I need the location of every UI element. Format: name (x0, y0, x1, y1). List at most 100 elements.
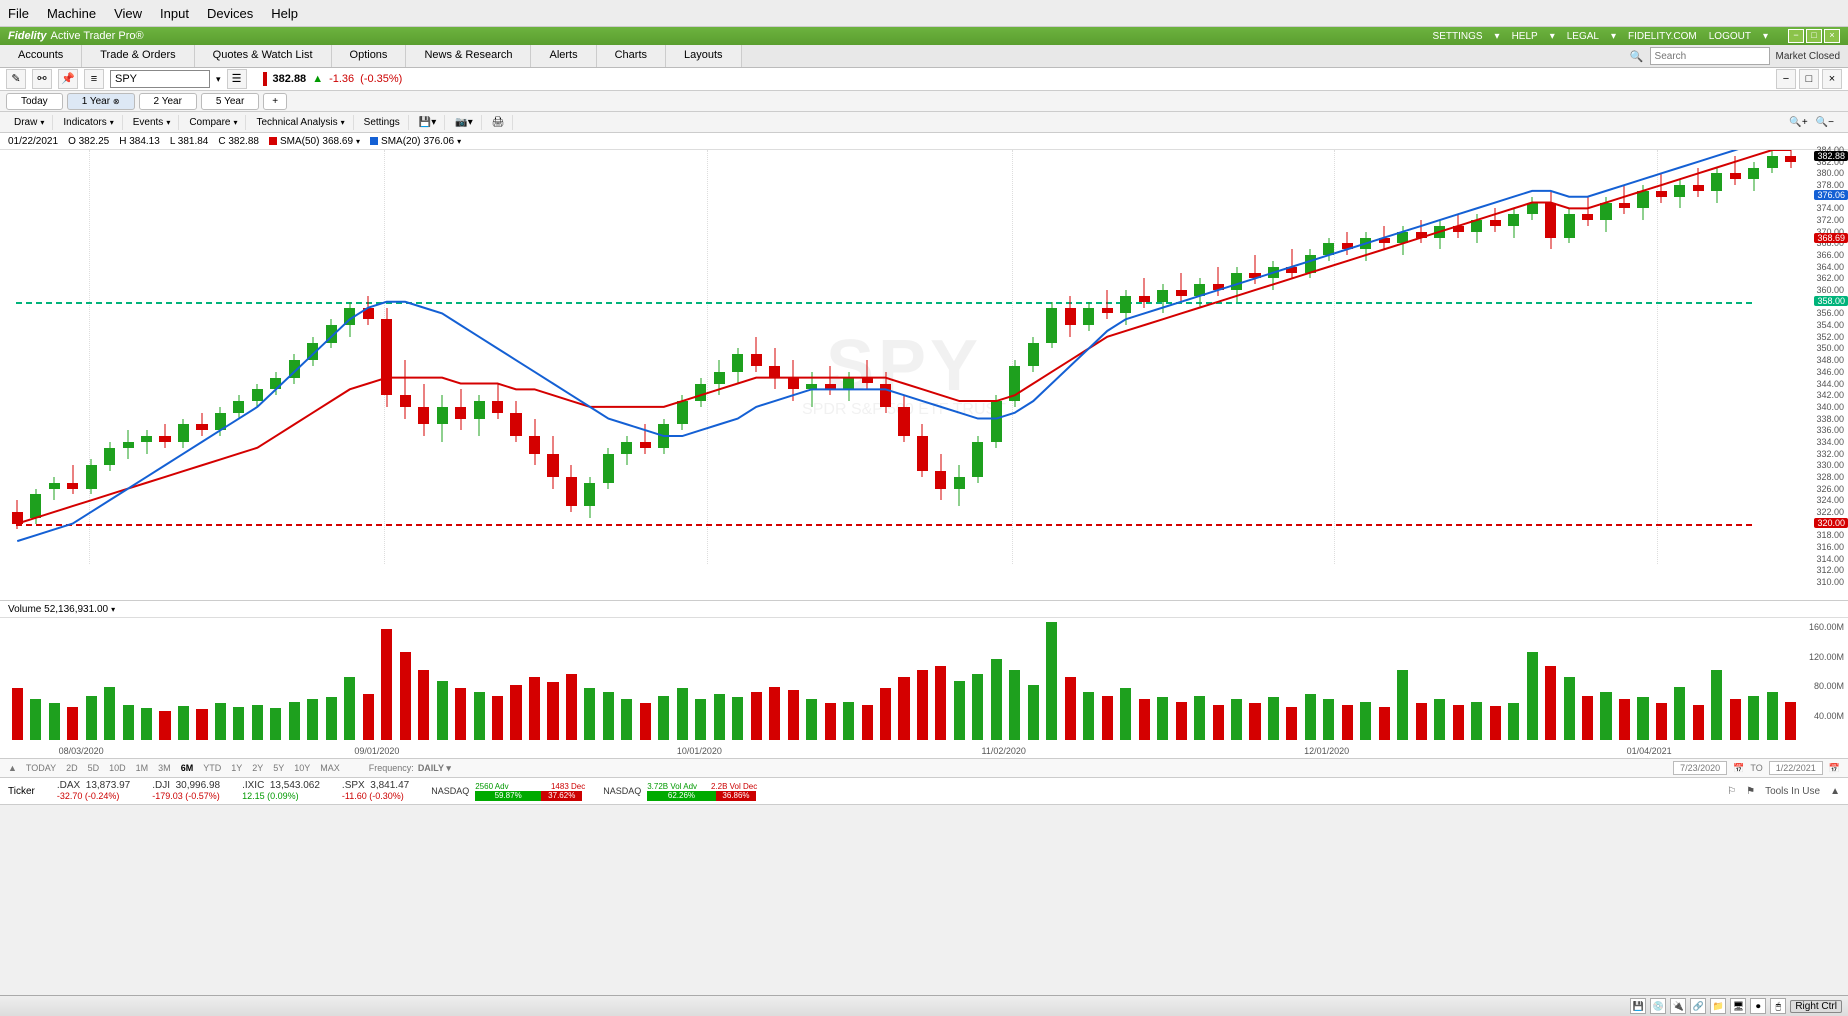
sb-rec-icon[interactable]: ⏺ (1750, 998, 1766, 1014)
candle (1305, 249, 1316, 278)
tf-5y[interactable]: 5Y (268, 763, 289, 773)
tool-settings[interactable]: Settings (356, 115, 409, 130)
tf-scroll-left-icon[interactable]: ▲ (8, 763, 17, 773)
date-from[interactable]: 7/23/2020 (1673, 761, 1727, 775)
volume-bar (880, 688, 891, 740)
vm-menu-view[interactable]: View (114, 6, 142, 21)
sma50-indicator[interactable]: SMA(50) 368.69 ▾ (269, 136, 360, 147)
index-DJI[interactable]: .DJI 30,996.98-179.03 (-0.57%) (152, 780, 220, 802)
cal-icon[interactable]: 📅 (1733, 763, 1744, 774)
index-SPX[interactable]: .SPX 3,841.47-11.60 (-0.30%) (342, 780, 409, 802)
vm-menu-machine[interactable]: Machine (47, 6, 96, 21)
frequency-value[interactable]: DAILY ▾ (418, 763, 451, 774)
vm-menu-devices[interactable]: Devices (207, 6, 253, 21)
tf-10d[interactable]: 10D (104, 763, 131, 773)
tf-5d[interactable]: 5D (83, 763, 105, 773)
price-chart[interactable]: SPY SPDR S&P 500 ETF TRUST 310.00312.003… (0, 150, 1848, 601)
candle (1102, 290, 1113, 319)
close-button[interactable]: × (1824, 29, 1840, 43)
link-tool-icon[interactable]: ⚯ (32, 69, 52, 89)
ttab-today[interactable]: Today (6, 93, 63, 110)
vm-menu-file[interactable]: File (8, 6, 29, 21)
date-to[interactable]: 1/22/2021 (1769, 761, 1823, 775)
tool-technical[interactable]: Technical Analysis▾ (248, 115, 353, 130)
print-icon[interactable]: 🖨 (484, 115, 514, 130)
camera-icon[interactable]: 📷▾ (447, 115, 481, 130)
sb-mouse-icon[interactable]: 🖱 (1770, 998, 1786, 1014)
tab-alerts[interactable]: Alerts (531, 45, 596, 67)
ttab-add[interactable]: + (263, 93, 287, 110)
volume-bar (1416, 703, 1427, 740)
ttab-2year[interactable]: 2 Year (139, 93, 197, 110)
tab-accounts[interactable]: Accounts (0, 45, 82, 67)
sb-hd-icon[interactable]: 💾 (1630, 998, 1646, 1014)
volume-header[interactable]: Volume 52,136,931.00▾ (0, 601, 1848, 618)
panel-close-icon[interactable]: × (1822, 69, 1842, 89)
tf-today[interactable]: TODAY (21, 763, 61, 773)
save-icon[interactable]: 💾▾ (411, 115, 445, 130)
tf-max[interactable]: MAX (315, 763, 345, 773)
cal-icon-2[interactable]: 📅 (1829, 763, 1840, 774)
minimize-button[interactable]: − (1788, 29, 1804, 43)
app-titlebar: Fidelity Active Trader Pro ® SETTINGS▾ H… (0, 27, 1848, 45)
volume-chart[interactable]: 160.00M120.00M80.00M40.00M 08/03/202009/… (0, 618, 1848, 759)
symbol-input[interactable] (110, 70, 210, 88)
candle (215, 407, 226, 436)
tool-draw[interactable]: Draw▾ (6, 115, 53, 130)
tab-options[interactable]: Options (332, 45, 407, 67)
sb-shared-icon[interactable]: 📁 (1710, 998, 1726, 1014)
tf-2d[interactable]: 2D (61, 763, 83, 773)
tf-3m[interactable]: 3M (153, 763, 176, 773)
tf-ytd[interactable]: YTD (198, 763, 226, 773)
volume-y-axis: 160.00M120.00M80.00M40.00M (1802, 622, 1848, 740)
list-tool-icon[interactable]: ≡ (84, 69, 104, 89)
tab-layouts[interactable]: Layouts (666, 45, 742, 67)
sb-net-icon[interactable]: 🔌 (1670, 998, 1686, 1014)
tab-charts[interactable]: Charts (597, 45, 666, 67)
volume-bar (1767, 692, 1778, 740)
tf-1m[interactable]: 1M (131, 763, 154, 773)
price-change: -1.36 (329, 73, 354, 85)
tab-news[interactable]: News & Research (406, 45, 531, 67)
tab-trade-orders[interactable]: Trade & Orders (82, 45, 194, 67)
maximize-button[interactable]: □ (1806, 29, 1822, 43)
flag-icon-2[interactable]: ⚑ (1746, 786, 1755, 797)
vm-menu-input[interactable]: Input (160, 6, 189, 21)
tf-2y[interactable]: 2Y (247, 763, 268, 773)
candle (1046, 302, 1057, 349)
zoom-out-icon[interactable]: 🔍− (1816, 117, 1834, 128)
tool-compare[interactable]: Compare▾ (181, 115, 246, 130)
link-help[interactable]: HELP (1512, 31, 1538, 42)
volume-bar (584, 688, 595, 740)
link-fidelity[interactable]: FIDELITY.COM (1628, 31, 1697, 42)
tf-1y[interactable]: 1Y (226, 763, 247, 773)
sb-display-icon[interactable]: 🖥 (1730, 998, 1746, 1014)
link-settings[interactable]: SETTINGS (1433, 31, 1483, 42)
tool-indicators[interactable]: Indicators▾ (55, 115, 122, 130)
ttab-1year[interactable]: 1 Year ⊗ (67, 93, 135, 110)
link-legal[interactable]: LEGAL (1567, 31, 1599, 42)
panel-max-icon[interactable]: □ (1799, 69, 1819, 89)
search-input[interactable] (1650, 47, 1770, 65)
tf-6m[interactable]: 6M (176, 763, 199, 773)
panel-min-icon[interactable]: − (1776, 69, 1796, 89)
tf-scroll-right-icon[interactable]: ▲ (1830, 786, 1840, 797)
bars-icon[interactable]: ☰ (227, 69, 247, 89)
link-logout[interactable]: LOGOUT (1709, 31, 1751, 42)
sb-usb-icon[interactable]: 🔗 (1690, 998, 1706, 1014)
sma20-indicator[interactable]: SMA(20) 376.06 ▾ (370, 136, 461, 147)
pin-tool-icon[interactable]: 📌 (58, 69, 78, 89)
zoom-in-icon[interactable]: 🔍+ (1789, 117, 1807, 128)
tab-quotes[interactable]: Quotes & Watch List (195, 45, 332, 67)
index-DAX[interactable]: .DAX 13,873.97-32.70 (-0.24%) (57, 780, 130, 802)
ttab-5year[interactable]: 5 Year (201, 93, 259, 110)
sb-cd-icon[interactable]: 💿 (1650, 998, 1666, 1014)
tf-10y[interactable]: 10Y (289, 763, 315, 773)
index-IXIC[interactable]: .IXIC 13,543.06212.15 (0.09%) (242, 780, 320, 802)
vm-menu-help[interactable]: Help (271, 6, 298, 21)
tools-in-use[interactable]: Tools In Use (1765, 786, 1820, 797)
flag-icon[interactable]: ⚐ (1727, 786, 1736, 797)
volume-bar (492, 696, 503, 740)
tool-events[interactable]: Events▾ (125, 115, 180, 130)
draw-tool-icon[interactable]: ✎ (6, 69, 26, 89)
